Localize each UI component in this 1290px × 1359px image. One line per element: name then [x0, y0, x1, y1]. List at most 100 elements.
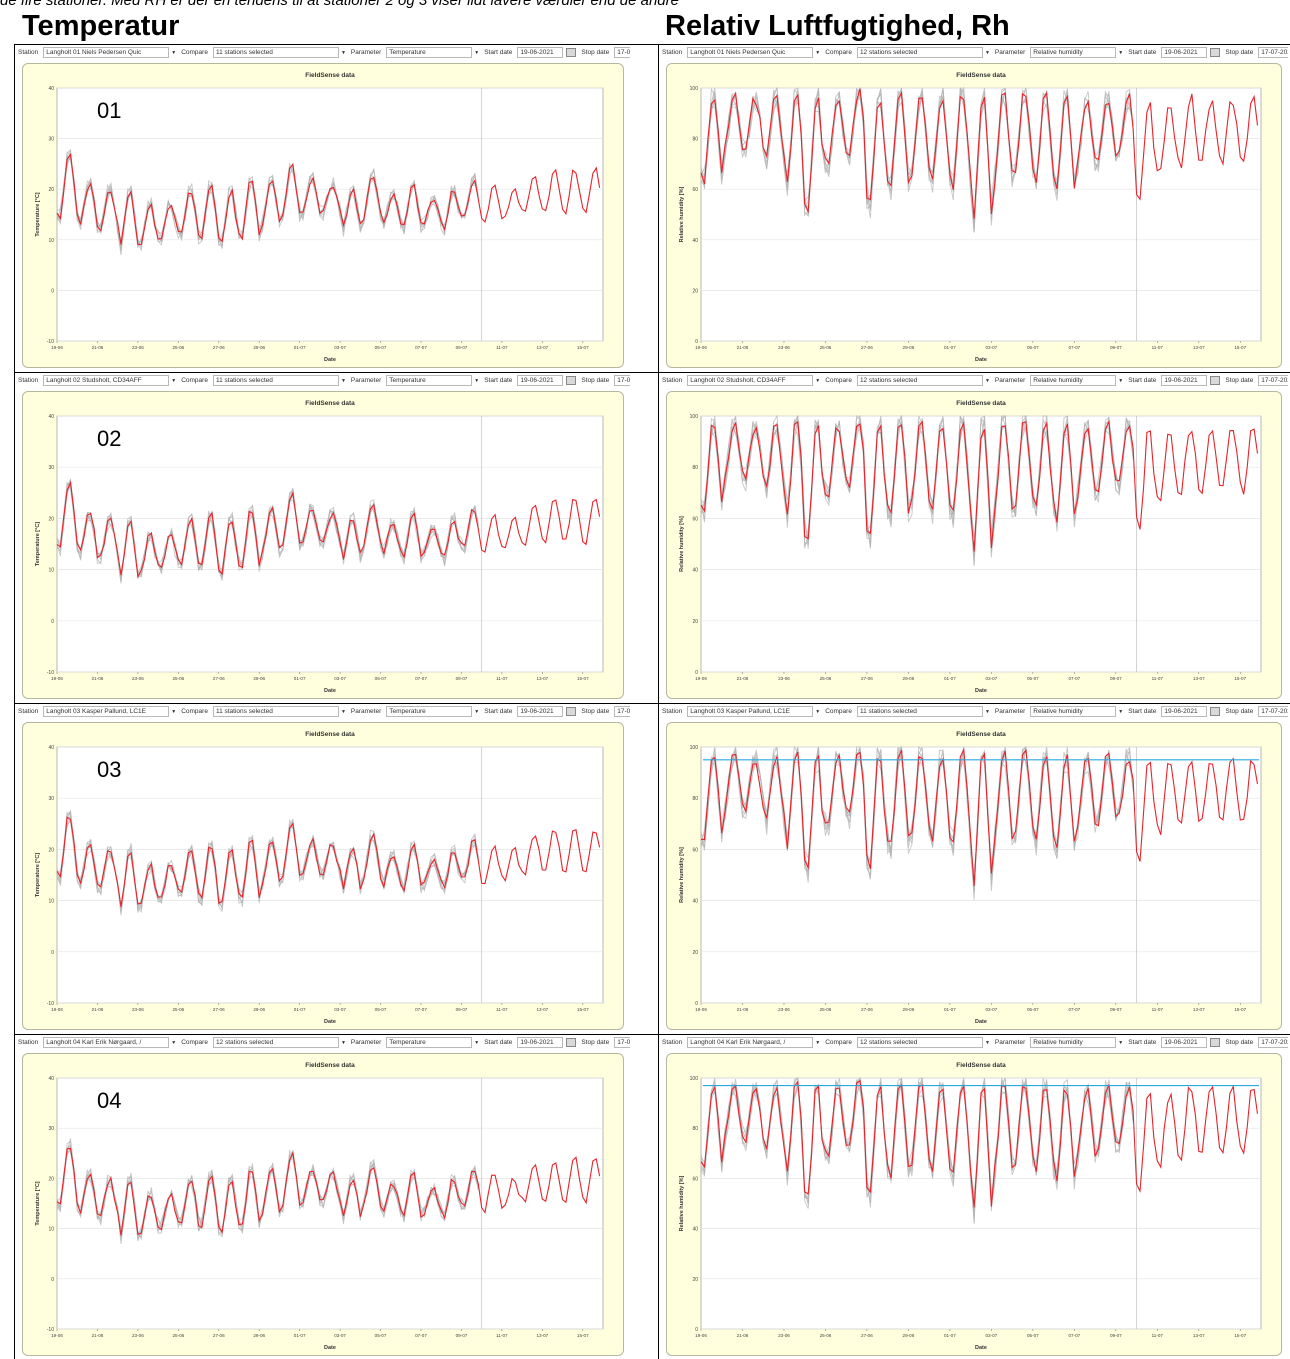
chevron-down-icon[interactable]: ▼ — [815, 708, 821, 715]
chevron-down-icon[interactable]: ▼ — [171, 1039, 177, 1046]
chart-controls: Station Langholt 03 Kasper Pallund, LC1E ▼… — [662, 706, 1288, 722]
y-tick-label: 30 — [48, 1126, 54, 1132]
x-tick-label: 13-07 — [536, 345, 548, 350]
calendar-icon[interactable] — [1210, 376, 1221, 385]
chevron-down-icon[interactable]: ▼ — [340, 49, 346, 56]
calendar-icon[interactable] — [566, 48, 577, 57]
compare-select[interactable]: 12 stations selected — [856, 47, 983, 58]
stop-date-input[interactable]: 17-07-2021 — [614, 1037, 630, 1048]
y-axis-label: Relative humidity [%] — [679, 847, 685, 903]
station-label: Station — [18, 49, 39, 56]
calendar-icon[interactable] — [1210, 48, 1221, 57]
compare-select[interactable]: 11 stations selected — [212, 706, 339, 717]
station-select[interactable]: Langholt 02 Studsholt, CD34AFF — [687, 375, 814, 386]
parameter-select[interactable]: Temperature — [386, 375, 473, 386]
chevron-down-icon[interactable]: ▼ — [984, 49, 990, 56]
chart-svg: FieldSense data -10 0 10 20 30 40 19-06 21-06 23-… — [35, 1062, 604, 1351]
x-tick-label: 15-07 — [1234, 676, 1246, 681]
station-label: Station — [18, 377, 39, 384]
x-tick-label: 11-07 — [496, 676, 508, 681]
x-tick-label: 19-06 — [51, 676, 63, 681]
chevron-down-icon[interactable]: ▼ — [474, 708, 480, 715]
chevron-down-icon[interactable]: ▼ — [1118, 708, 1124, 715]
y-tick-label: 40 — [48, 745, 54, 751]
start-date-input[interactable]: 19-06-2021 — [1161, 47, 1208, 58]
primary-series-line — [56, 153, 601, 246]
chevron-down-icon[interactable]: ▼ — [815, 1039, 821, 1046]
station-select[interactable]: Langholt 02 Studsholt, CD34AFF — [43, 375, 170, 386]
chevron-down-icon[interactable]: ▼ — [171, 708, 177, 715]
x-tick-label: 11-07 — [496, 345, 508, 350]
parameter-select[interactable]: Temperature — [386, 1037, 473, 1048]
chevron-down-icon[interactable]: ▼ — [474, 49, 480, 56]
station-select[interactable]: Langholt 04 Karl Erik Nørgaard, / — [43, 1037, 170, 1048]
x-tick-label: 05-07 — [375, 1333, 387, 1338]
x-tick-label: 25-06 — [172, 676, 184, 681]
chevron-down-icon[interactable]: ▼ — [171, 377, 177, 384]
stop-date-input[interactable]: 17-07-2021 — [1258, 47, 1288, 58]
chevron-down-icon[interactable]: ▼ — [171, 49, 177, 56]
stop-date-input[interactable]: 17-07-2021 — [614, 375, 630, 386]
parameter-select[interactable]: Relative humidity — [1030, 375, 1117, 386]
chevron-down-icon[interactable]: ▼ — [984, 1039, 990, 1046]
y-tick-label: 100 — [690, 86, 699, 92]
parameter-select[interactable]: Relative humidity — [1030, 706, 1117, 717]
chevron-down-icon[interactable]: ▼ — [1118, 1039, 1124, 1046]
stop-date-input[interactable]: 17-07-2021 — [614, 706, 630, 717]
compare-select[interactable]: 12 stations selected — [212, 1037, 339, 1048]
chevron-down-icon[interactable]: ▼ — [1118, 377, 1124, 384]
x-tick-label: 19-06 — [51, 1333, 63, 1338]
chevron-down-icon[interactable]: ▼ — [340, 708, 346, 715]
parameter-select[interactable]: Temperature — [386, 706, 473, 717]
start-date-input[interactable]: 19-06-2021 — [517, 375, 564, 386]
calendar-icon[interactable] — [566, 376, 577, 385]
parameter-select[interactable]: Relative humidity — [1030, 47, 1117, 58]
y-tick-label: 10 — [48, 899, 54, 905]
start-date-input[interactable]: 19-06-2021 — [517, 1037, 564, 1048]
station-select[interactable]: Langholt 03 Kasper Pallund, LC1E — [687, 706, 814, 717]
y-tick-label: 30 — [48, 137, 54, 143]
calendar-icon[interactable] — [566, 1038, 577, 1047]
x-tick-label: 05-07 — [1027, 676, 1039, 681]
station-label: Station — [662, 1039, 683, 1046]
x-tick-label: 19-06 — [51, 1007, 63, 1012]
stop-date-input[interactable]: 17-07-2021 — [1258, 375, 1288, 386]
station-select[interactable]: Langholt 01 Niels Pedersen Quic — [687, 47, 814, 58]
chevron-down-icon[interactable]: ▼ — [984, 377, 990, 384]
station-select[interactable]: Langholt 04 Karl Erik Nørgaard, / — [687, 1037, 814, 1048]
stop-date-input[interactable]: 17-07-2021 — [1258, 1037, 1288, 1048]
start-date-input[interactable]: 19-06-2021 — [1161, 1037, 1208, 1048]
station-select[interactable]: Langholt 03 Kasper Pallund, LC1E — [43, 706, 170, 717]
chevron-down-icon[interactable]: ▼ — [340, 377, 346, 384]
calendar-icon[interactable] — [1210, 707, 1221, 716]
x-tick-label: 21-06 — [737, 676, 749, 681]
compare-select[interactable]: 12 stations selected — [856, 375, 983, 386]
start-date-input[interactable]: 19-06-2021 — [517, 706, 564, 717]
x-axis-label: Date — [324, 1019, 336, 1025]
plot-area — [700, 87, 1262, 342]
stop-date-input[interactable]: 17-07-2021 — [614, 47, 630, 58]
chevron-down-icon[interactable]: ▼ — [815, 377, 821, 384]
stop-date-input[interactable]: 17-07-2021 — [1258, 706, 1288, 717]
compare-select[interactable]: 11 stations selected — [856, 706, 983, 717]
chevron-down-icon[interactable]: ▼ — [340, 1039, 346, 1046]
parameter-select[interactable]: Temperature — [386, 47, 473, 58]
chevron-down-icon[interactable]: ▼ — [815, 49, 821, 56]
x-tick-label: 05-07 — [375, 345, 387, 350]
station-label: Station — [662, 377, 683, 384]
start-date-input[interactable]: 19-06-2021 — [517, 47, 564, 58]
chevron-down-icon[interactable]: ▼ — [474, 377, 480, 384]
station-select[interactable]: Langholt 01 Niels Pedersen Quic — [43, 47, 170, 58]
station-number-label: 04 — [97, 1088, 121, 1113]
chevron-down-icon[interactable]: ▼ — [474, 1039, 480, 1046]
compare-select[interactable]: 11 stations selected — [212, 47, 339, 58]
parameter-select[interactable]: Relative humidity — [1030, 1037, 1117, 1048]
compare-select[interactable]: 12 stations selected — [856, 1037, 983, 1048]
start-date-input[interactable]: 19-06-2021 — [1161, 375, 1208, 386]
chevron-down-icon[interactable]: ▼ — [1118, 49, 1124, 56]
calendar-icon[interactable] — [1210, 1038, 1221, 1047]
compare-select[interactable]: 11 stations selected — [212, 375, 339, 386]
chevron-down-icon[interactable]: ▼ — [984, 708, 990, 715]
calendar-icon[interactable] — [566, 707, 577, 716]
start-date-input[interactable]: 19-06-2021 — [1161, 706, 1208, 717]
